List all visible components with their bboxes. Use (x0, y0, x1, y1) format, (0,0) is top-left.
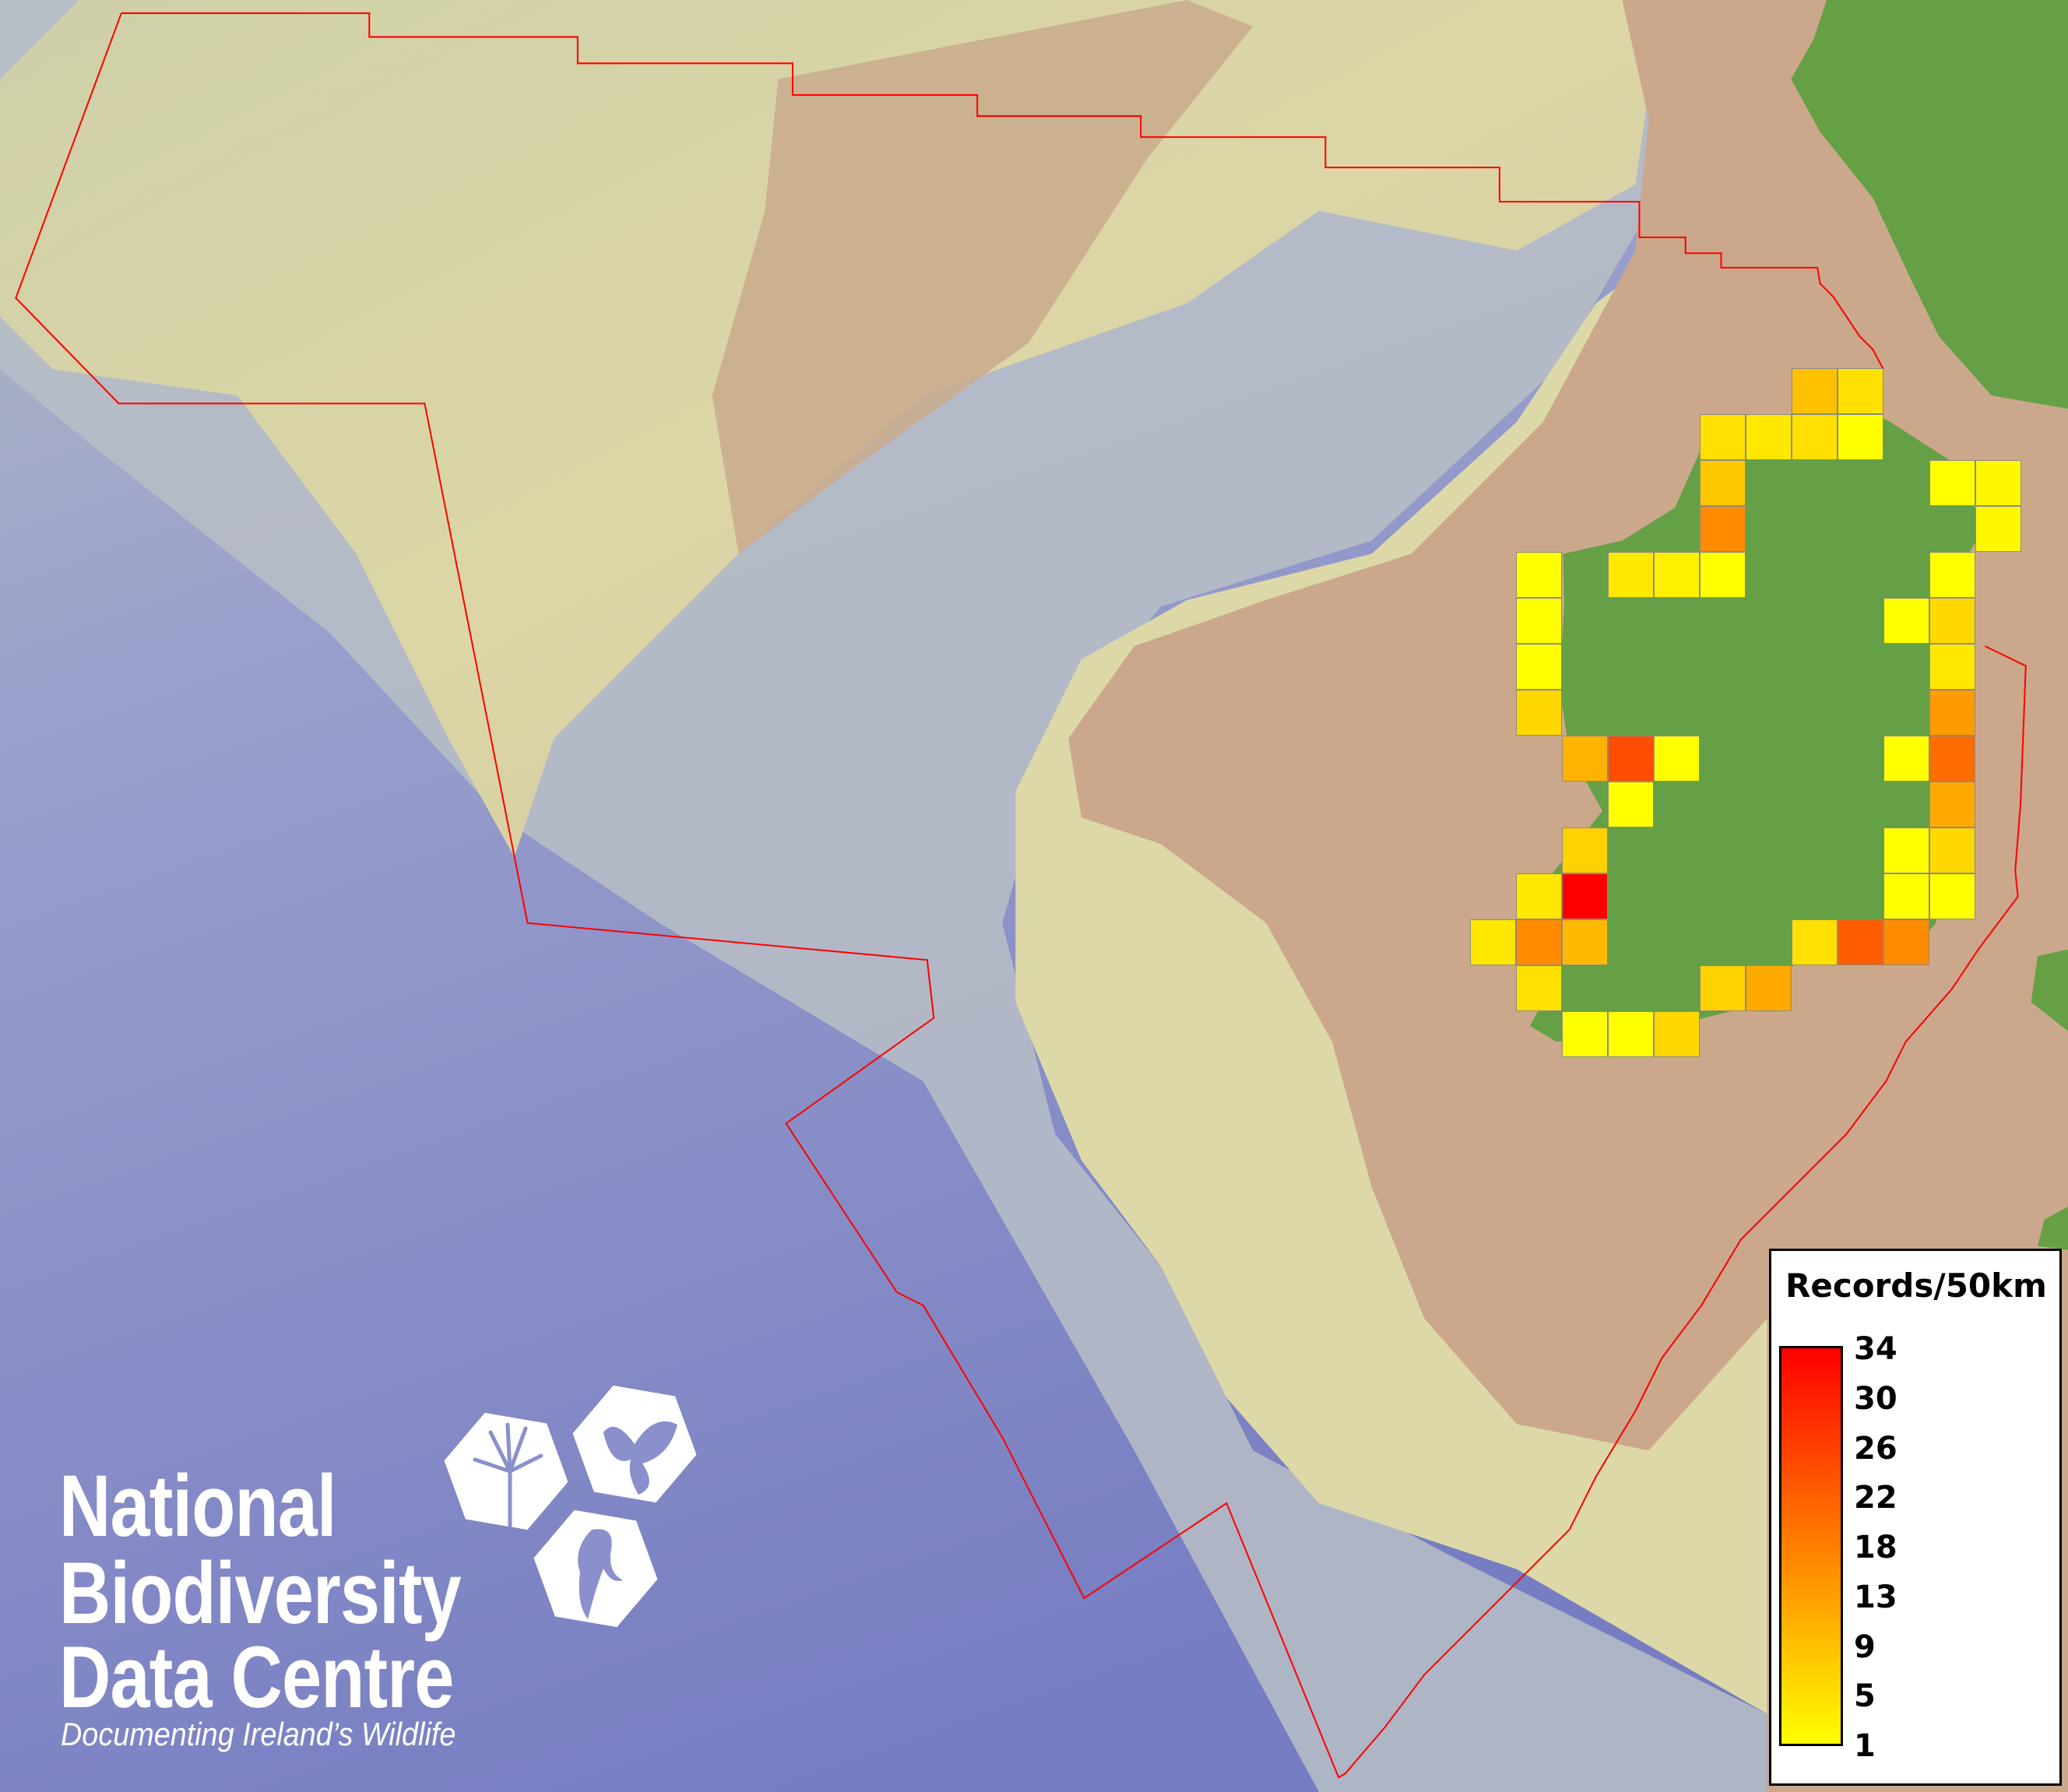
grid-cell (1929, 827, 1975, 873)
grid-cell (1838, 414, 1883, 460)
grid-cell (1700, 506, 1746, 552)
grid-cell (1516, 919, 1562, 965)
grid-cell (1792, 414, 1838, 460)
logo-tagline: Documenting Ireland’s Wildlife (61, 1716, 456, 1752)
grid-cell (1929, 552, 1975, 598)
grid-cell (1562, 919, 1608, 965)
grid-cell (1746, 965, 1792, 1011)
grid-cell (1516, 965, 1562, 1011)
legend-tick-label: 22 (1854, 1480, 1897, 1516)
legend-tick-label: 26 (1854, 1430, 1897, 1467)
legend-tick-label: 5 (1854, 1678, 1876, 1715)
scotland-land (1791, 0, 2068, 409)
legend-tick-label: 34 (1854, 1331, 1897, 1367)
grid-cell (1562, 736, 1608, 782)
logo-text-data-centre: Data Centre (59, 1629, 454, 1726)
grid-cell (1929, 782, 1975, 827)
legend-tick-label: 30 (1854, 1380, 1897, 1417)
grid-cell (1883, 827, 1929, 873)
grid-cell (1608, 782, 1654, 827)
grid-cell (1562, 873, 1608, 919)
grid-cell (1929, 598, 1975, 644)
grid-cell (1516, 873, 1562, 919)
legend-tick-label: 1 (1854, 1728, 1876, 1764)
grid-cell (1883, 919, 1929, 965)
grid-cell (1516, 552, 1562, 598)
grid-cell (1608, 552, 1654, 598)
grid-cell (1700, 414, 1746, 460)
grid-cell (1929, 873, 1975, 919)
legend-tick-label: 13 (1854, 1579, 1897, 1615)
grid-cell (1516, 644, 1562, 690)
grid-cell (1746, 414, 1792, 460)
grid-cell (1608, 1011, 1654, 1057)
grid-cell (1654, 736, 1700, 782)
grid-cell (1975, 460, 2021, 506)
grid-cell (1838, 368, 1883, 414)
grid-cell (1883, 873, 1929, 919)
grid-cell (1883, 736, 1929, 782)
grid-cell (1700, 965, 1746, 1011)
grid-cell (1929, 690, 1975, 736)
land-patch (2038, 1206, 2068, 1250)
legend-colorbar (1779, 1346, 1843, 1746)
grid-cell (1929, 644, 1975, 690)
legend-tick-label: 9 (1854, 1629, 1876, 1665)
tree-icon (444, 1412, 568, 1530)
grid-cell (1929, 460, 1975, 506)
grid-cell (1562, 1011, 1608, 1057)
grid-cell (1470, 919, 1516, 965)
grid-cell (1838, 919, 1883, 965)
legend-tick-label: 18 (1854, 1530, 1897, 1565)
nbdc-logo-hexagons (444, 1385, 697, 1628)
grid-cell (1516, 690, 1562, 736)
boundary-line (15, 12, 2027, 1779)
seahorse-icon (533, 1509, 658, 1628)
logo-text-national: National (59, 1457, 337, 1555)
grid-cell (1608, 736, 1654, 782)
grid-cell (1700, 460, 1746, 506)
grid-cell (1700, 552, 1746, 598)
continental-shelf-tan-north (712, 0, 1254, 554)
grid-cell (1792, 368, 1838, 414)
grid-cell (1654, 552, 1700, 598)
grid-cell (1654, 1011, 1700, 1057)
legend-title: Records/50km (1785, 1267, 2047, 1305)
logo-text-biodiversity: Biodiversity (59, 1544, 462, 1642)
grid-cell (1516, 598, 1562, 644)
grid-cell (1883, 598, 1929, 644)
boundary-line (121, 12, 1884, 370)
grid-cell (1975, 506, 2021, 552)
land-patch (2031, 949, 2068, 1031)
grid-cell (1792, 919, 1838, 965)
grid-cell (1562, 827, 1608, 873)
legend: Records/50km 34 30 26 22 18 13 9 5 1 (1769, 1249, 2062, 1786)
butterfly-icon (572, 1385, 697, 1503)
grid-cell (1929, 736, 1975, 782)
